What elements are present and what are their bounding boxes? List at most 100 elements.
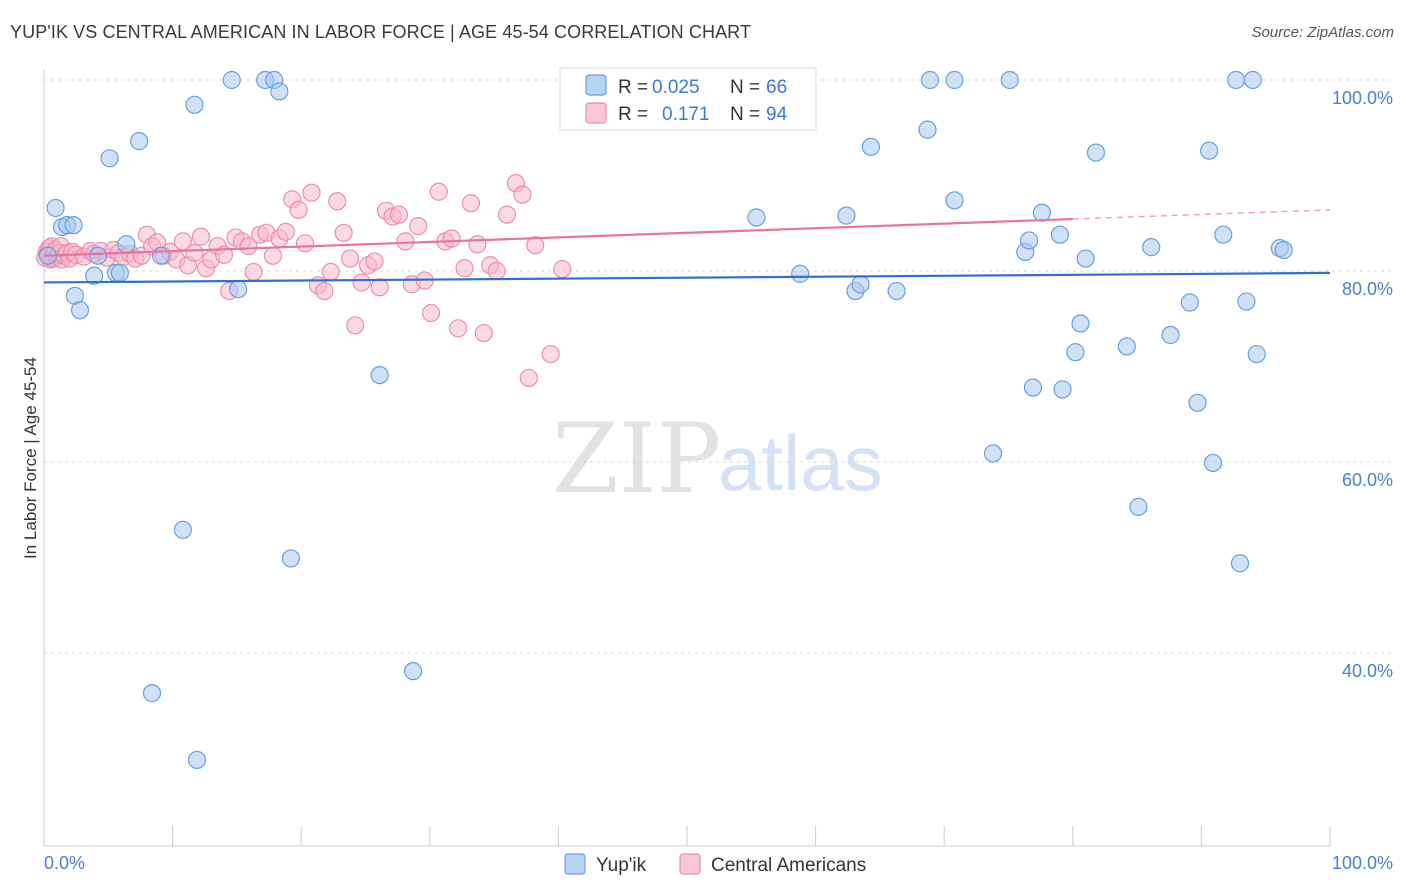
yupik-point — [1000, 70, 1019, 90]
legend-r-label: R = — [618, 104, 648, 125]
central-americans-point — [365, 252, 384, 271]
legend-n-label: N = — [730, 104, 760, 125]
central-americans-point — [448, 319, 468, 338]
central-americans-point — [541, 344, 560, 364]
yupik-point — [151, 246, 171, 265]
central-americans-point — [455, 259, 474, 278]
central-americans-point — [513, 185, 532, 204]
legend-r-value: 0.025 — [652, 77, 700, 98]
yupik-point — [1053, 380, 1072, 399]
central-americans-point — [302, 183, 321, 202]
yupik-point — [851, 275, 870, 294]
central-americans-point — [421, 303, 441, 323]
y-tick-label: 80.0% — [1342, 279, 1393, 299]
y-tick-label: 100.0% — [1332, 88, 1393, 108]
central-americans-point — [340, 249, 360, 268]
trend-line — [43, 217, 1073, 257]
central-americans-point — [487, 261, 506, 281]
legend-swatch-yupik — [585, 74, 607, 96]
y-tick-label: 60.0% — [1342, 470, 1393, 490]
watermark-atlas: atlas — [718, 419, 883, 507]
yupik-point — [64, 216, 83, 235]
central-americans-point — [276, 222, 295, 241]
yupik-point — [1203, 453, 1223, 473]
yupik-point — [1227, 70, 1246, 90]
yupik-point — [281, 549, 301, 568]
central-americans-point — [346, 316, 365, 335]
yupik-point — [1243, 70, 1262, 90]
yupik-point — [918, 120, 937, 139]
yupik-point — [229, 280, 248, 299]
yupik-point — [1200, 141, 1219, 160]
yupik-point — [1050, 225, 1070, 244]
legend-n-value: 66 — [766, 77, 787, 98]
watermark-zip: ZIP — [552, 403, 721, 515]
yupik-point — [1142, 238, 1161, 257]
legend-n-label: N = — [730, 77, 760, 98]
yupik-point — [1086, 143, 1106, 162]
y-axis-title: In Labor Force | Age 45-54 — [21, 357, 40, 559]
central-americans-point — [553, 259, 572, 279]
x-tick-label: 0.0% — [44, 853, 85, 873]
central-americans-point — [396, 232, 415, 251]
axes — [43, 70, 1331, 847]
grid-lines — [44, 79, 1392, 654]
yupik-point — [130, 132, 149, 151]
bottom-legend-swatch-central-americans — [679, 853, 701, 875]
x-tick-label: 100.0% — [1332, 853, 1393, 873]
bottom-legend: Yup'ik Central Americans — [564, 853, 866, 876]
bottom-legend-swatch-yupik — [564, 853, 586, 875]
yupik-point — [1161, 325, 1180, 345]
yupik-point — [88, 246, 108, 265]
yupik-point — [187, 750, 207, 770]
central-americans-point — [185, 243, 204, 262]
yupik-point — [270, 82, 289, 101]
bottom-legend-yupik: Yup'ik — [596, 855, 647, 876]
central-americans-point — [295, 234, 315, 253]
yupik-point — [1180, 293, 1199, 312]
source-label: Source: ZipAtlas.com — [1251, 24, 1394, 41]
central-americans-point — [497, 205, 517, 224]
central-americans-point — [315, 281, 334, 301]
legend-r-label: R = — [618, 77, 648, 98]
yupik-point — [1032, 203, 1052, 222]
yupik-point — [791, 264, 810, 283]
yupik-point — [1129, 497, 1148, 516]
central-americans-point — [352, 273, 371, 292]
yupik-point — [1247, 344, 1266, 364]
yupik-point — [370, 365, 389, 385]
legend-r-value: 0.171 — [662, 104, 710, 125]
yupik-point — [1274, 240, 1293, 260]
bottom-legend-central-americans: Central Americans — [711, 855, 866, 876]
trend-line — [43, 271, 1331, 284]
yupik-point — [173, 520, 192, 539]
yupik-point — [110, 263, 129, 283]
yupik-point — [117, 235, 136, 254]
central-americans-point — [468, 235, 487, 254]
yupik-point — [222, 70, 241, 90]
central-americans-point — [321, 262, 340, 282]
yupik-point — [945, 191, 964, 210]
central-americans-point — [289, 200, 308, 219]
central-americans-point — [526, 236, 545, 255]
yupik-point — [983, 444, 1003, 463]
yupik-point — [403, 662, 423, 681]
central-americans-point — [429, 182, 448, 201]
yupik-point — [85, 266, 104, 285]
legend: R = 0.025 N = 66 R = 0.171 N = 94 — [559, 67, 817, 131]
yupik-point — [747, 208, 766, 227]
yupik-point — [1117, 337, 1136, 356]
chart-title: YUP'IK VS CENTRAL AMERICAN IN LABOR FORC… — [10, 22, 752, 42]
yupik-point — [861, 137, 880, 156]
central-americans-point — [519, 368, 538, 388]
yupik-point — [1230, 554, 1250, 573]
legend-n-value: 94 — [766, 104, 788, 125]
central-americans-point — [409, 217, 428, 236]
yupik-point — [1076, 249, 1095, 268]
central-americans-point — [461, 194, 481, 213]
yupik-point — [887, 281, 906, 301]
watermark: ZIP atlas — [552, 403, 883, 515]
central-americans-point — [244, 262, 263, 282]
central-americans-point — [389, 205, 409, 224]
